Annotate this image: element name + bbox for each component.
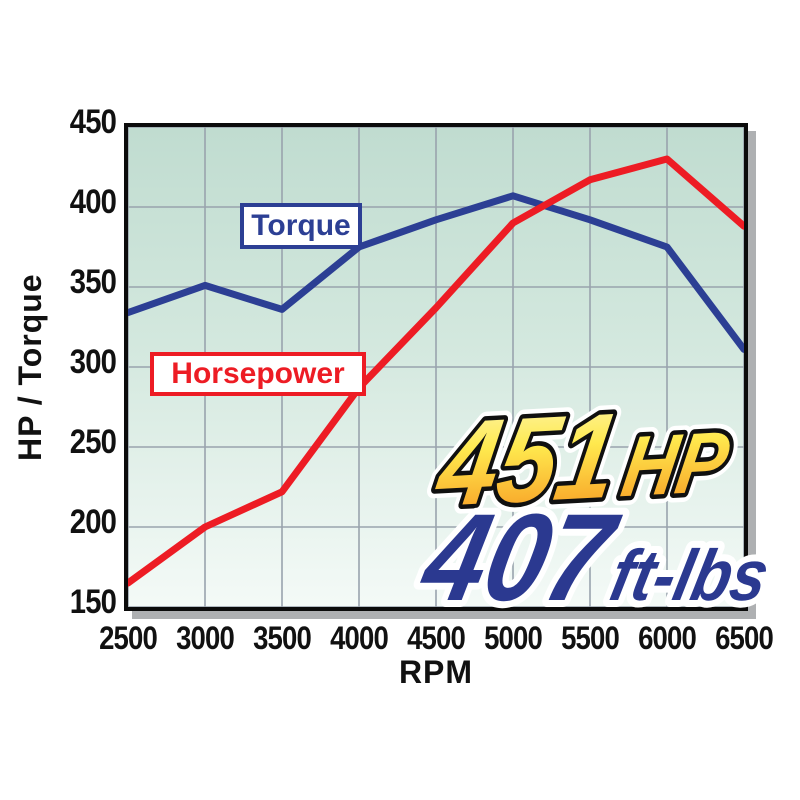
horsepower-curve <box>128 155 744 587</box>
x-axis-labels: 2500 3000 3500 4000 4500 5000 5500 6000 6500 <box>99 620 774 656</box>
peak-values-callout: 451HP 451HP 407ft-lbs 407ft-lbs <box>404 393 778 623</box>
horsepower-series-label: Horsepower <box>150 352 366 396</box>
x-tick-label: 3000 <box>176 620 235 656</box>
y-tick-label: 400 <box>69 183 117 221</box>
x-axis-title: RPM <box>398 654 474 690</box>
y-axis-labels: 450 400 350 300 250 200 150 <box>26 105 117 619</box>
x-tick-label: 4000 <box>330 620 389 656</box>
torque-series-label: Torque <box>240 203 362 249</box>
x-tick-label: 5000 <box>484 620 543 656</box>
torque-curve <box>128 192 744 353</box>
x-tick-label: 2500 <box>99 620 158 656</box>
x-tick-label: 6000 <box>638 620 697 656</box>
y-tick-label: 350 <box>69 263 117 301</box>
x-tick-label: 3500 <box>253 620 312 656</box>
y-tick-label: 150 <box>69 583 117 621</box>
x-tick-label: 5500 <box>561 620 620 656</box>
x-tick-label: 6500 <box>715 620 774 656</box>
y-tick-label: 200 <box>69 503 117 541</box>
y-tick-label: 450 <box>69 103 117 141</box>
torque-callout-text: 407ft-lbs <box>410 489 778 623</box>
y-tick-label: 300 <box>69 343 117 381</box>
y-tick-label: 250 <box>69 423 117 461</box>
torque-callout-halo: 407ft-lbs <box>410 489 778 623</box>
hp-callout-text: 451HP <box>428 393 742 533</box>
x-tick-label: 4500 <box>407 620 466 656</box>
